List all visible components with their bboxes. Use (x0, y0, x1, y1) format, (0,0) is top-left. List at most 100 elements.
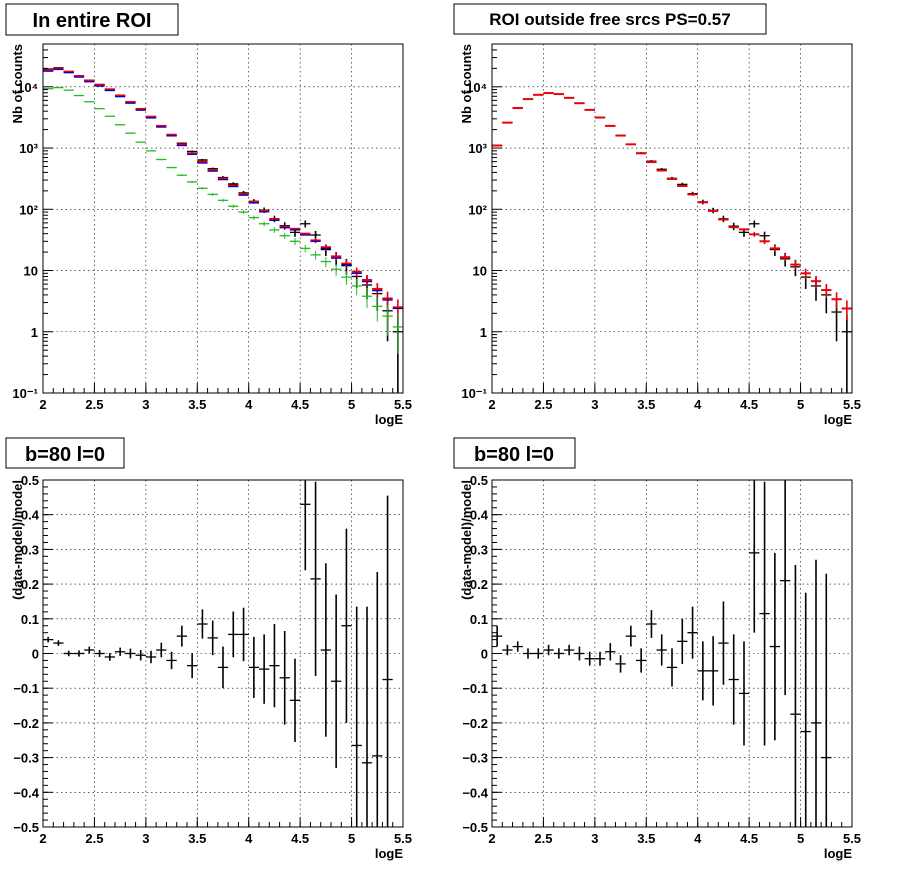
panel-title: ROI outside free srcs PS=0.57 (489, 10, 730, 29)
data-point (574, 646, 585, 661)
x-tick-label: 4 (245, 397, 253, 412)
x-tick-label: 2 (488, 397, 495, 412)
data-point (512, 641, 523, 652)
x-tick-label: 4 (694, 397, 702, 412)
y-tick-label: 0.3 (470, 542, 488, 557)
x-axis-label: logE (375, 412, 403, 427)
panel-title-box (5, 437, 125, 469)
y-tick-label: 0.1 (21, 612, 39, 627)
data-point (238, 607, 249, 662)
data-point (341, 259, 352, 268)
y-tick-label: −0.2 (462, 716, 488, 731)
data-point (749, 220, 760, 228)
data-point (677, 618, 688, 664)
data-point (341, 528, 352, 723)
data-point (372, 296, 383, 322)
data-point (320, 563, 331, 737)
data-point (351, 267, 362, 278)
data-point (361, 274, 373, 287)
data-point (259, 634, 270, 704)
grid-lines (492, 44, 852, 393)
data-point (197, 187, 208, 190)
x-tick-label: 3.5 (637, 397, 655, 412)
y-tick-label: 0.5 (21, 473, 39, 488)
data-point (310, 237, 321, 244)
y-axis-label: (data-model)/model (459, 480, 474, 600)
panel-title-box (5, 3, 179, 36)
data-point (145, 650, 157, 664)
x-tick-label: 2.5 (85, 831, 103, 846)
data-point (53, 640, 64, 646)
y-axis-label: Nb of counts (10, 44, 25, 123)
data-point (759, 238, 770, 245)
data-point (300, 244, 311, 253)
data-point (248, 636, 259, 698)
panel-title: b=80 l=0 (474, 444, 554, 466)
grid-lines (43, 44, 403, 393)
data-point (790, 565, 801, 827)
panel-roi-outside-free-srcs: ROI outside free srcs PS=0.57 2 2.5 3 3.5 4 4… (453, 3, 861, 427)
y-tick-label: −0.4 (462, 785, 488, 800)
data-point (708, 636, 719, 706)
data-point (605, 643, 616, 661)
y-tick-label: 1 (31, 325, 38, 340)
data-point (187, 150, 198, 153)
y-tick-label: 10³ (468, 141, 487, 156)
x-tick-label: 3.5 (188, 397, 206, 412)
data-point (372, 571, 383, 827)
series-1 (492, 92, 852, 321)
data-point (810, 559, 822, 827)
x-tick-label: 3.5 (188, 831, 206, 846)
data-point (728, 634, 739, 725)
y-tick-label: 10⁴ (17, 80, 38, 95)
y-tick-label: 1 (480, 325, 487, 340)
series-2 (43, 68, 403, 310)
x-tick-label: 5 (797, 831, 804, 846)
data-point (800, 268, 811, 279)
y-tick-label: 10 (473, 264, 487, 279)
y-tick-label: 0 (32, 647, 39, 662)
data-marks (43, 480, 393, 827)
data-point (207, 620, 218, 656)
y-tick-label: 10⁻¹ (12, 386, 38, 401)
data-point (125, 648, 136, 659)
data-point (831, 292, 842, 309)
axis-ticks: 2 2.5 3 3.5 4 4.5 5 5.5 10⁻¹ 1 10 10² 10³ 10⁴ (461, 43, 861, 412)
data-point (821, 284, 832, 298)
data-point (656, 634, 667, 666)
data-point (156, 642, 167, 658)
data-point (320, 244, 331, 251)
data-point (553, 648, 564, 659)
data-point (176, 174, 187, 177)
y-tick-label: 0.2 (470, 577, 488, 592)
x-tick-label: 5 (348, 397, 355, 412)
data-point (666, 648, 678, 687)
series-1 (43, 67, 403, 319)
x-tick-label: 5.5 (394, 831, 412, 846)
panel-residual-right: b=80 l=0 2 2.5 3 3.5 4 4.5 5 5.5 −0.5 −0.4 −0.3 −0.… (453, 437, 861, 861)
data-point (331, 594, 342, 769)
data-point (749, 232, 760, 237)
data-point (382, 495, 393, 827)
x-tick-label: 5.5 (394, 397, 412, 412)
data-point (289, 238, 301, 245)
x-tick-label: 3 (591, 831, 598, 846)
data-point (646, 610, 657, 638)
data-point (248, 215, 259, 220)
data-point (780, 480, 791, 696)
data-point (207, 193, 218, 196)
data-point (269, 624, 280, 708)
panel-entire-roi: In entire ROI 2 2.5 3 3.5 4 4.5 5 5.5 10⁻¹ 1 10 10²… (5, 3, 412, 427)
data-point (502, 644, 513, 656)
data-point (300, 220, 311, 228)
y-tick-label: −0.3 (462, 751, 488, 766)
y-tick-label: −0.4 (13, 785, 39, 800)
data-point (738, 641, 750, 746)
y-tick-label: 10² (468, 202, 487, 217)
x-tick-label: 2.5 (534, 397, 552, 412)
y-axis-label: Nb of counts (459, 44, 474, 123)
data-marks (492, 92, 852, 393)
data-point (636, 648, 647, 673)
data-point (615, 655, 626, 673)
